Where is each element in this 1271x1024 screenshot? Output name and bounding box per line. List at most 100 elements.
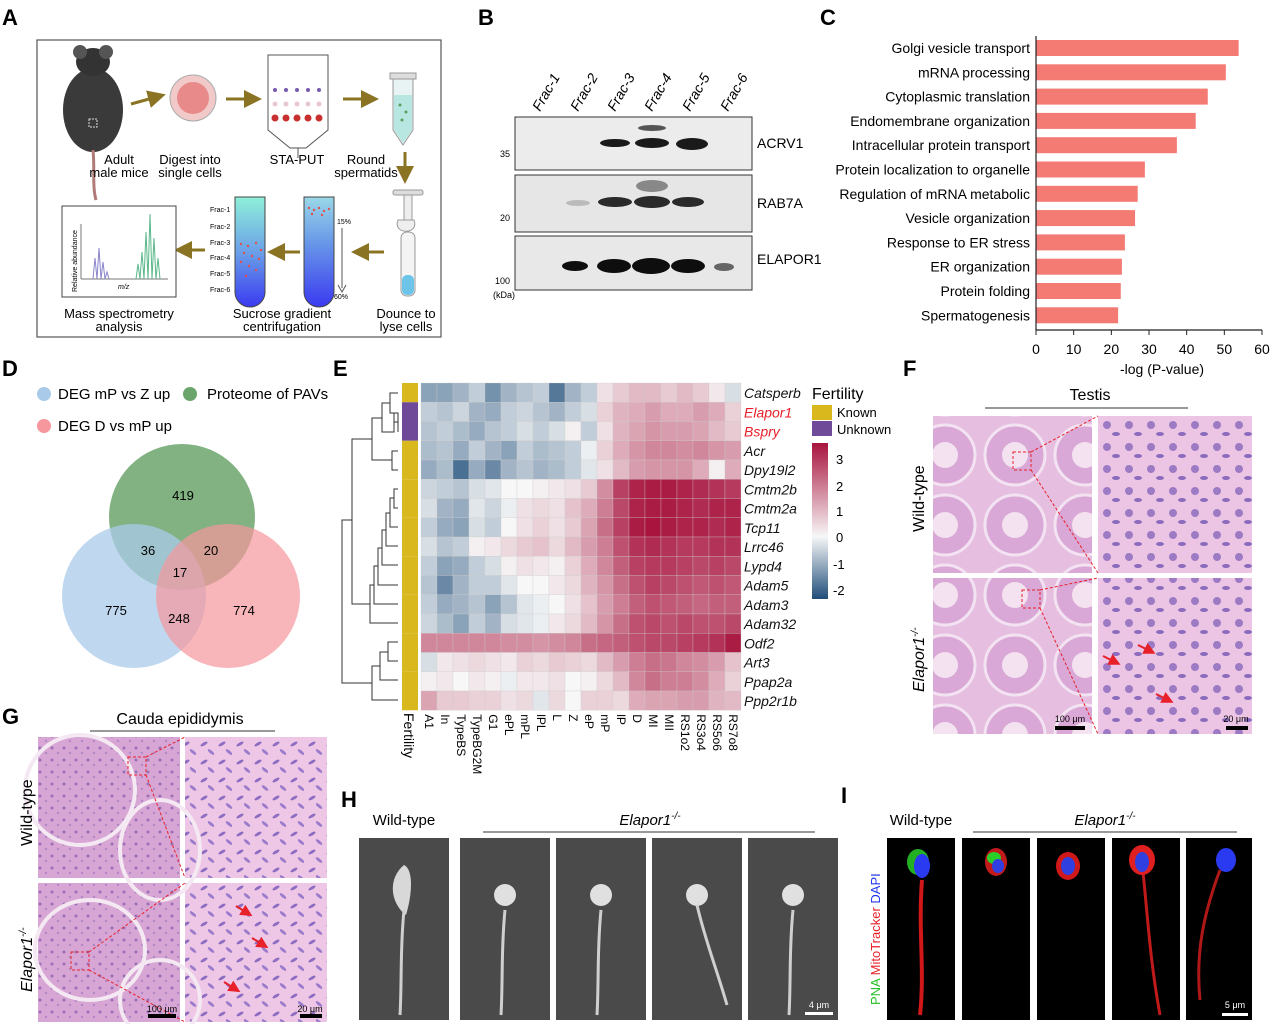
- sem-image-ko: [652, 838, 742, 1020]
- legend-mp-z: DEG mP vs Z up: [58, 386, 170, 403]
- heatmap-cell: [420, 421, 438, 441]
- frac-2-label: Frac-2: [210, 224, 230, 231]
- heatmap-cell: [644, 556, 662, 576]
- epididymis-wt-high-mag: [185, 737, 327, 878]
- sperm-tail: [787, 909, 795, 1016]
- mouse-icon: [63, 45, 123, 201]
- heatmap-cell: [660, 517, 678, 538]
- gene-label: Bspry: [744, 424, 781, 440]
- heatmap-cell: [516, 613, 534, 634]
- heatmap-cell: [516, 421, 534, 441]
- step-ms-line1: Mass spectrometry: [64, 306, 174, 321]
- heatmap-cell: [692, 690, 710, 711]
- heatmap-cell: [596, 613, 614, 634]
- heatmap-cell: [516, 479, 534, 499]
- heatmap-cell: [452, 690, 470, 711]
- fertility-cell: [402, 575, 418, 595]
- heatmap-cell: [436, 402, 454, 422]
- heatmap-cell: [724, 613, 742, 634]
- heatmap-cell: [436, 459, 454, 480]
- venn-774: 774: [233, 603, 255, 618]
- fertility-cell: [402, 537, 418, 557]
- sta-put-icon: [267, 54, 329, 158]
- heatmap-cell: [532, 671, 550, 692]
- heatmap-cell: [516, 382, 534, 403]
- heatmap-cell: [628, 556, 646, 576]
- heatmap-cell: [532, 421, 550, 441]
- heatmap-cell: [484, 498, 502, 518]
- panel-label-e: E: [333, 356, 348, 381]
- heatmap-cell: [628, 652, 646, 672]
- heatmap-cell: [516, 652, 534, 672]
- heatmap-cell: [628, 440, 646, 461]
- heatmap-cell: [532, 556, 550, 576]
- epididymis-row-wt: Wild-type: [19, 779, 36, 846]
- heatmap-cell: [564, 652, 582, 672]
- heatmap-cell: [724, 671, 742, 692]
- mass-spectrum-icon: Relative abundance m/z: [61, 205, 177, 298]
- ko-name: Elapor1: [619, 812, 671, 829]
- testis-title: Testis: [1070, 387, 1111, 404]
- heatmap-cell: [724, 594, 742, 615]
- heatmap-cell: [612, 459, 630, 480]
- frac-1-label: Frac-1: [210, 207, 230, 214]
- heatmap-cell: [644, 594, 662, 615]
- ko-name: Elapor1: [911, 637, 928, 692]
- lane-frac-3: Frac-3: [604, 70, 638, 113]
- heatmap-cell: [516, 498, 534, 518]
- heatmap-cell: [580, 440, 598, 461]
- heatmap-cell: [548, 536, 566, 557]
- heatmap-cell: [644, 536, 662, 557]
- heatmap-cell: [692, 440, 710, 461]
- ms-xlabel: m/z: [118, 284, 130, 291]
- heatmap-cell: [596, 575, 614, 595]
- heatmap-cell: [452, 613, 470, 634]
- heatmap-cell: [484, 517, 502, 538]
- sperm-head: [494, 884, 516, 906]
- heatmap-cell: [708, 498, 726, 518]
- heatmap-cell: [596, 536, 614, 557]
- frac-3-label: Frac-3: [210, 240, 230, 247]
- heatmap-cell: [676, 594, 694, 615]
- gene-label: Ppap2a: [744, 674, 792, 690]
- heatmap-cell: [532, 652, 550, 672]
- heatmap-cell: [644, 633, 662, 653]
- heatmap-cell: [468, 671, 486, 692]
- heatmap-cell: [644, 613, 662, 634]
- stage-label: RS1o2: [678, 714, 692, 751]
- heatmap-cell: [468, 440, 486, 461]
- go-term-label: Endomembrane organization: [850, 113, 1030, 129]
- known-swatch: [812, 405, 832, 420]
- heatmap-cell: [420, 459, 438, 480]
- venn-d-mp: [156, 524, 300, 668]
- heatmap-cell: [660, 479, 678, 499]
- venn-419: 419: [172, 488, 194, 503]
- heatmap-cell: [692, 498, 710, 518]
- heatmap-cell: [516, 402, 534, 422]
- heatmap-cell: [484, 382, 502, 403]
- heatmap-cell: [724, 690, 742, 711]
- cbar-3: 3: [836, 452, 843, 467]
- x-tick-label: 10: [1066, 341, 1082, 357]
- heatmap-cell: [692, 556, 710, 576]
- heatmap-cell: [548, 671, 566, 692]
- cbar-1: 1: [836, 504, 843, 519]
- ko-sup: -/-: [671, 811, 681, 822]
- heatmap-cell: [628, 479, 646, 499]
- step-digest-line1: Digest into: [159, 152, 220, 167]
- sperm-tail: [595, 909, 603, 1016]
- gene-label: Elapor1: [744, 404, 792, 420]
- heatmap-cell: [564, 498, 582, 518]
- heatmap-cell: [548, 459, 566, 480]
- heatmap-cell: [628, 421, 646, 441]
- heatmap-cell: [628, 690, 646, 711]
- heatmap-cell: [660, 613, 678, 634]
- heatmap-cell: [596, 459, 614, 480]
- heatmap-cell: [644, 421, 662, 441]
- heatmap-cell: [420, 536, 438, 557]
- heatmap-cell: [692, 575, 710, 595]
- fertility-cell: [402, 594, 418, 614]
- heatmap-cell: [708, 459, 726, 480]
- heatmap-cell: [548, 402, 566, 422]
